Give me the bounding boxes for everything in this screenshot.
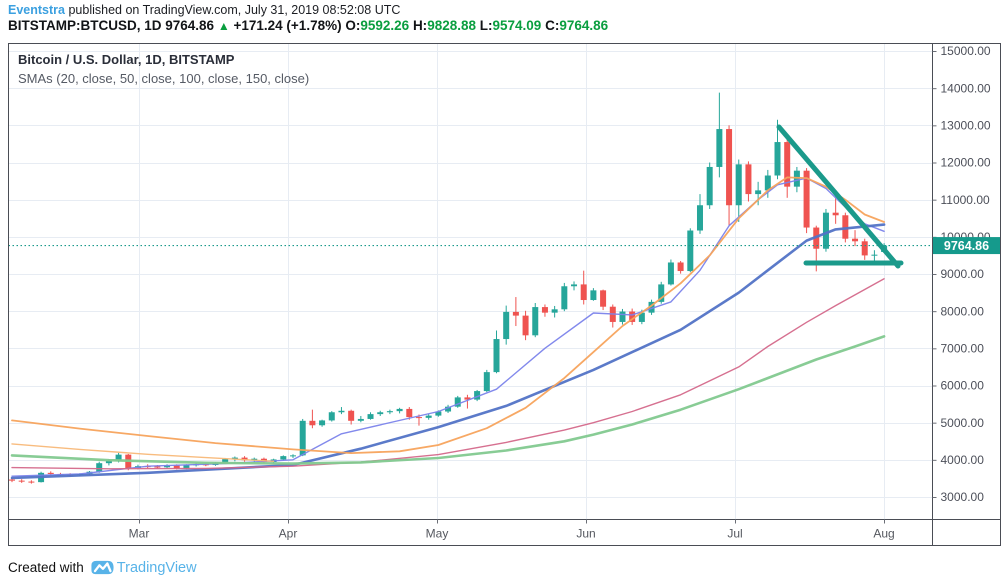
price-tick-label: 5000.00 [941,416,985,430]
publish-text: published on TradingView.com, July 31, 2… [64,3,401,17]
author-link[interactable]: Eventstra [8,3,65,17]
open-label: O: [345,18,361,33]
last-price: 9764.86 [165,18,215,33]
price-tick-label: 13000.00 [941,119,991,133]
month-tick-label: Apr [279,527,298,541]
low-value: 9574.09 [492,18,542,33]
chart-borders [8,43,1001,546]
triangle-drawing [776,124,904,269]
price-tick-label: 14000.00 [941,81,991,95]
publish-line: Eventstra published on TradingView.com, … [8,3,400,17]
price-axis: 15000.00 14000.00 13000.00 12000.00 11000.00… [932,44,991,504]
high-label: H: [412,18,428,33]
close-value: 9764.86 [559,18,609,33]
sma-line [11,176,885,455]
price-tick-label: 7000.00 [941,342,985,356]
price-tick-label: 3000.00 [941,490,985,504]
up-arrow-icon: ▲ [217,19,230,33]
price-tick-label: 4000.00 [941,453,985,467]
open-value: 9592.26 [360,18,410,33]
price-tick-label: 12000.00 [941,156,991,170]
grid-layer [8,43,933,520]
month-tick-label: Aug [873,527,894,541]
month-tick-label: Jul [727,527,742,541]
close-label: C: [545,18,560,33]
low-label: L: [479,18,493,33]
month-tick-label: Jun [576,527,595,541]
price-tick-label: 8000.00 [941,304,985,318]
tradingview-brand-link[interactable]: TradingView [116,559,197,576]
time-axis: Mar Apr May Jun Jul Aug [129,519,895,541]
created-with-text: Created with [8,560,84,575]
month-tick-label: Mar [129,527,150,541]
sma-line [10,335,886,465]
high-value: 9828.88 [427,18,476,33]
sma-line [11,443,275,462]
candles-layer [9,92,888,484]
price-tick-label: 6000.00 [941,379,985,393]
attribution: Created with TradingView [8,558,197,577]
price-tick-label: 11000.00 [941,193,990,207]
price-tick-label: 15000.00 [941,44,991,58]
tradingview-logo-icon[interactable] [91,558,114,577]
sma-lines-layer [10,176,886,480]
triangle-trend-line [776,124,901,269]
last-price-badge: 9764.86 [933,237,1000,255]
sma-line [11,278,885,470]
last-price-badge-text: 9764.86 [944,239,989,253]
symbol-name: BITSTAMP:BTCUSD, 1D [8,18,162,33]
symbol-readout: BITSTAMP:BTCUSD, 1D 9764.86 ▲ +171.24 (+… [8,18,608,33]
price-tick-label: 9000.00 [941,267,985,281]
change-value: +171.24 (+1.78%) [233,18,342,33]
month-tick-label: May [426,527,449,541]
